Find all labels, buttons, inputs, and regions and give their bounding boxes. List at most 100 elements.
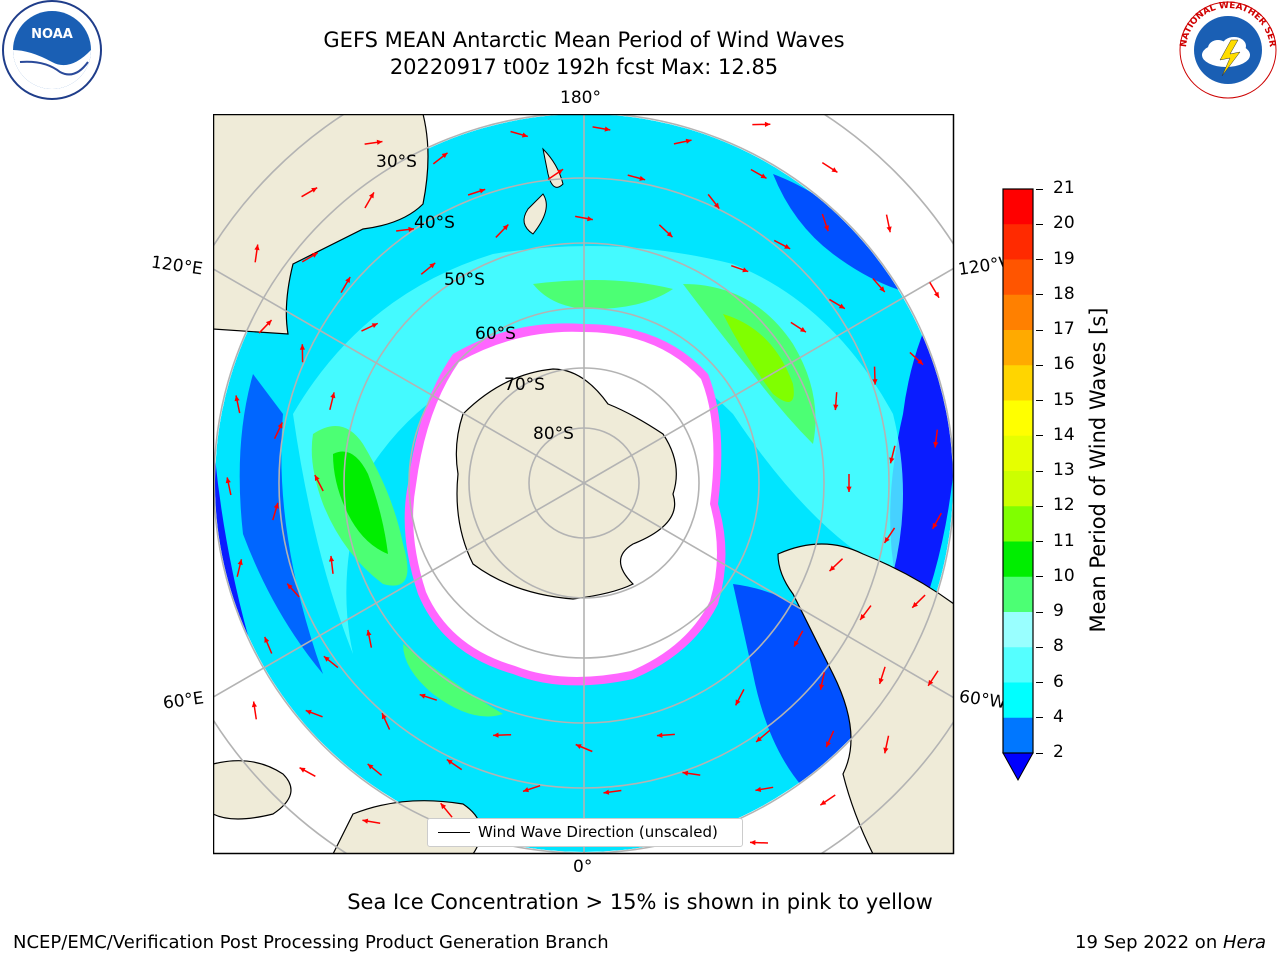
colorbar-segment (1003, 612, 1033, 648)
wind-wave-arrowhead (846, 486, 852, 492)
chart-subtitle: 20220917 t00z 192h fcst Max: 12.85 (389, 55, 779, 79)
colorbar-tick-mark (1036, 541, 1043, 542)
wind-wave-arrowhead (735, 699, 741, 706)
wind-wave-arrowhead (314, 475, 320, 482)
colorbar-tick-mark (1036, 259, 1043, 260)
colorbar-segment (1003, 682, 1033, 719)
wind-wave-arrowhead (833, 404, 839, 411)
colorbar-tick-label: 13 (1053, 460, 1075, 480)
wind-wave-arrowhead (912, 602, 918, 608)
colorbar-segment (1003, 541, 1033, 578)
wind-wave-arrowhead (639, 175, 646, 181)
wind-wave-arrowhead (408, 226, 414, 233)
wind-wave-arrows (225, 121, 942, 846)
wind-wave-arrowhead (557, 169, 564, 175)
wind-wave-arrowhead (299, 767, 306, 773)
colorbar-segment (1003, 224, 1033, 260)
wind-wave-arrowhead (872, 379, 878, 385)
colorbar-label: Mean Period of Wind Waves [s] (1086, 307, 1110, 633)
wind-wave-arrowhead (933, 441, 939, 448)
colorbar-tick-label: 14 (1053, 424, 1075, 445)
map-frame (213, 114, 955, 855)
wind-wave-arrowhead (884, 536, 890, 543)
wind-wave-arrowhead (368, 192, 374, 199)
colorbar-segment (1003, 506, 1033, 542)
colorbar-tick-mark (1036, 682, 1043, 683)
colorbar-tick-label: 12 (1053, 495, 1075, 516)
wind-wave-arrowhead (933, 291, 940, 298)
wind-wave-arrowhead (603, 789, 610, 795)
wind-wave-arrowhead (587, 216, 593, 222)
wind-wave-arrowhead (287, 583, 293, 590)
wind-wave-arrowhead (799, 327, 806, 333)
colorbar-tick-label: 10 (1053, 565, 1075, 586)
wind-wave-arrowhead (311, 187, 318, 193)
wind-wave-arrowhead (362, 818, 369, 824)
lat-label-80s: 80°S (533, 424, 574, 444)
chart-title: GEFS MEAN Antarctic Mean Period of Wind … (323, 28, 845, 52)
colorbar-tick-label: 18 (1053, 283, 1075, 304)
colorbar-tick-mark (1036, 505, 1043, 507)
wind-wave-arrowhead (713, 202, 720, 209)
colorbar-tick-label: 4 (1053, 706, 1064, 727)
colorbar-tick-mark (1036, 717, 1043, 719)
generation-date-text: 19 Sep 2022 on (1075, 932, 1223, 953)
madagascar (213, 760, 292, 820)
wind-wave-arrowhead (502, 224, 509, 231)
wind-wave-arrowhead (749, 839, 756, 846)
wind-wave-arrowhead (878, 678, 884, 684)
wind-wave-arrowhead (883, 747, 889, 754)
wind-wave-arrowhead (441, 152, 448, 159)
wind-wave-arrowhead (784, 243, 791, 249)
sea-ice-note: Sea Ice Concentration > 15% is shown in … (347, 890, 933, 914)
wind-wave-arrowhead (419, 693, 426, 699)
colorbar-tick-mark (1036, 400, 1043, 401)
wind-wave-arrowhead (838, 303, 845, 309)
colorbar-tick-label: 6 (1053, 671, 1064, 692)
wind-wave-arrowhead (755, 786, 762, 792)
colorbar-segment (1003, 717, 1033, 754)
colorbar-tick-label: 16 (1053, 354, 1075, 375)
wind-wave-arrowhead (237, 559, 243, 566)
wind-wave-arrowhead (764, 121, 771, 128)
wind-wave-arrowhead (429, 262, 436, 269)
lat-label-70s: 70°S (504, 375, 545, 395)
wind-wave-arrowhead (305, 709, 312, 715)
colorbar-tick-label: 15 (1053, 389, 1075, 410)
wind-wave-arrowhead (575, 744, 582, 750)
colorbar-segment (1003, 435, 1033, 472)
machine-name: Hera (1222, 932, 1266, 953)
colorbar-tick-mark (1036, 646, 1043, 648)
colorbar-segment (1003, 330, 1033, 366)
wind-wave-arrowhead (820, 799, 827, 806)
colorbar-segment (1003, 471, 1033, 507)
colorbar-segment (1003, 365, 1033, 401)
wind-wave-arrowhead (366, 629, 372, 636)
colorbar-segment (1003, 400, 1033, 437)
wind-wave-arrowhead (277, 422, 283, 429)
lat-label-40s: 40°S (414, 213, 455, 233)
lat-label-30s: 30°S (376, 152, 417, 172)
generation-date: 19 Sep 2022 on Hera (1075, 932, 1266, 953)
lon-label-60e: 60°E (161, 688, 206, 714)
wind-wave-arrowhead (367, 763, 374, 770)
high-period-zone-pacific (683, 284, 816, 444)
wind-wave-arrowhead (273, 502, 279, 509)
wind-wave-arrowhead (330, 392, 336, 399)
wind-wave-arrowhead (381, 713, 387, 720)
wind-wave-arrowhead (826, 741, 831, 748)
wind-wave-arrowhead (264, 636, 270, 643)
noaa-logo-text: NOAA (31, 27, 73, 42)
colorbar-segment (1003, 259, 1033, 296)
wind-wave-arrowhead (932, 522, 938, 529)
colorbar-segment (1003, 576, 1033, 613)
wind-wave-arrowhead (666, 231, 673, 238)
wind-wave-arrowhead (523, 787, 529, 793)
colorbar-tick-label: 17 (1053, 319, 1075, 339)
lon-label-0: 0° (573, 857, 593, 877)
wind-wave-arrowhead (604, 126, 611, 132)
map-legend: Wind Wave Direction (unscaled) (427, 818, 743, 847)
wind-wave-arrowhead (886, 226, 892, 233)
colorbar-tick-label: 2 (1053, 742, 1064, 762)
colorbar-tick-label: 19 (1053, 248, 1075, 269)
